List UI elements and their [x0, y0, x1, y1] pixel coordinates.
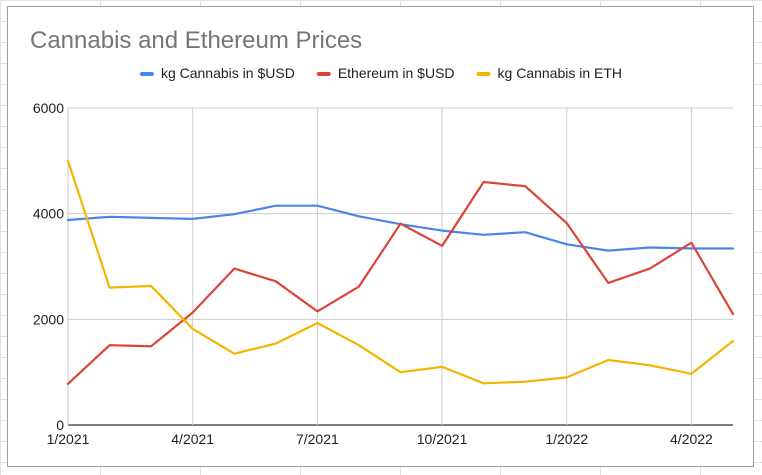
chart-title: Cannabis and Ethereum Prices — [30, 27, 362, 54]
x-tick-label: 1/2021 — [47, 431, 90, 447]
y-tick-label: 2000 — [33, 311, 64, 327]
gridlines — [67, 107, 733, 426]
x-tick-label: 10/2021 — [417, 431, 468, 447]
series-line-ethereum-in-usd[interactable] — [66, 180, 735, 385]
legend-swatch — [476, 72, 491, 76]
y-tick-label: 0 — [56, 417, 64, 433]
y-axis-ticks: 0 2000 4000 6000 — [33, 100, 64, 433]
legend-swatch — [316, 72, 331, 76]
legend: kg Cannabis in $USD Ethereum in $USD kg Ca… — [139, 65, 623, 81]
legend-label[interactable]: kg Cannabis in $USD — [161, 65, 295, 81]
series-line-kg-cannabis-in-eth[interactable] — [66, 159, 735, 385]
series-line-kg-cannabis-in-usd[interactable] — [66, 204, 735, 252]
chart-container[interactable] — [7, 6, 754, 467]
series-lines — [66, 159, 735, 385]
legend-swatch — [139, 72, 154, 76]
y-tick-label: 4000 — [33, 206, 64, 222]
x-tick-label: 4/2022 — [670, 431, 713, 447]
legend-label[interactable]: kg Cannabis in ETH — [498, 65, 623, 81]
x-tick-label: 4/2021 — [171, 431, 214, 447]
x-tick-label: 7/2021 — [296, 431, 339, 447]
legend-label[interactable]: Ethereum in $USD — [338, 65, 455, 81]
x-axis-ticks: 1/2021 4/2021 7/2021 10/2021 1/2022 4/2022 — [47, 431, 713, 447]
y-tick-label: 6000 — [33, 100, 64, 116]
x-tick-label: 1/2022 — [545, 431, 588, 447]
